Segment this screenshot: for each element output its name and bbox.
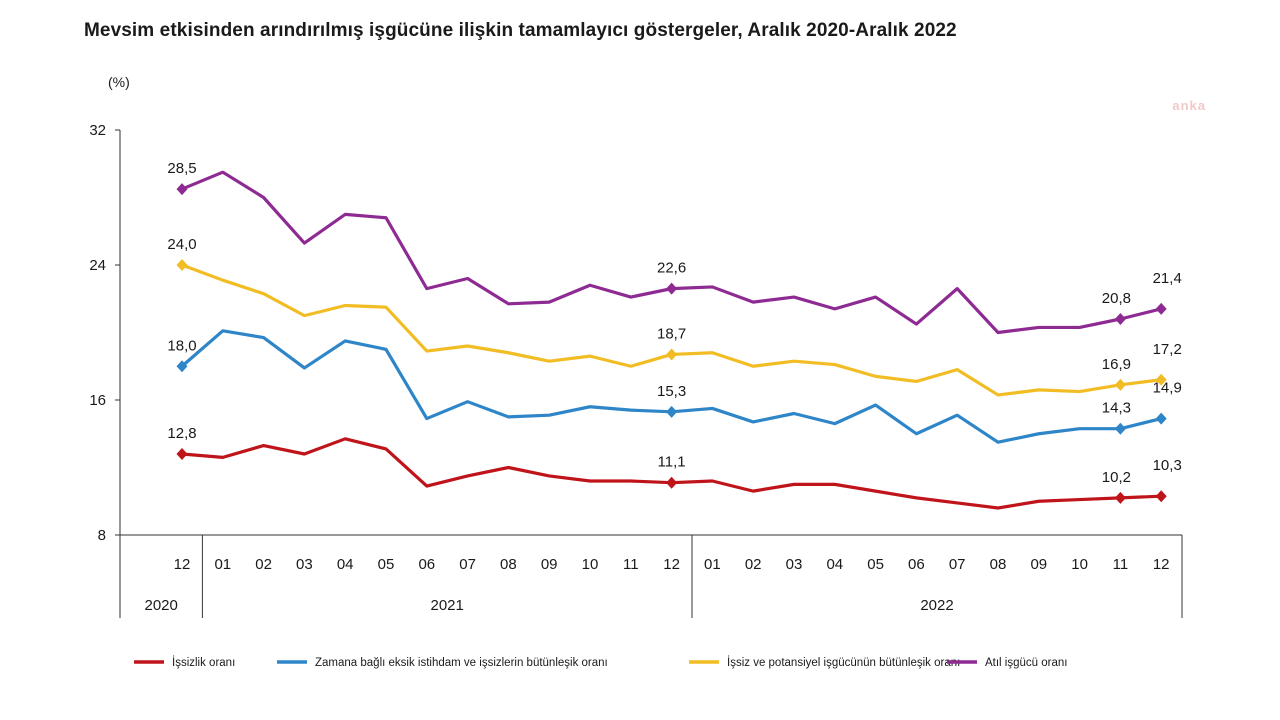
data-label: 11,1 — [658, 454, 686, 471]
x-tick-label: 08 — [990, 556, 1007, 573]
data-label: 20,8 — [1102, 290, 1131, 307]
x-tick-label: 07 — [459, 556, 476, 573]
watermark: anka — [1172, 98, 1206, 113]
data-label: 28,5 — [167, 160, 196, 177]
data-label: 18,0 — [167, 337, 196, 354]
data-label: 12,8 — [167, 425, 196, 442]
data-marker — [1114, 378, 1126, 391]
y-tick-label: 8 — [98, 527, 106, 544]
legend-label: Atıl işgücü oranı — [985, 657, 1067, 669]
data-marker — [1114, 422, 1126, 435]
year-label: 2021 — [431, 597, 464, 614]
data-marker — [1155, 302, 1167, 315]
y-tick-label: 16 — [89, 392, 106, 409]
data-marker — [176, 448, 188, 460]
y-tick-label: 24 — [89, 257, 106, 274]
x-tick-label: 06 — [908, 556, 925, 573]
series-line — [180, 437, 1163, 510]
x-tick-label: 10 — [582, 556, 599, 573]
x-tick-label: 09 — [1030, 556, 1047, 573]
chart-title: Mevsim etkisinden arındırılmış işgücüne … — [84, 20, 957, 41]
legend-label: İşsizlik oranı — [172, 656, 235, 669]
data-marker — [1114, 491, 1126, 504]
x-tick-label: 07 — [949, 556, 966, 573]
data-marker — [1155, 412, 1167, 425]
x-tick-label: 05 — [378, 556, 395, 573]
x-tick-label: 02 — [745, 556, 762, 573]
x-tick-label: 02 — [255, 556, 272, 573]
data-marker — [666, 405, 678, 418]
data-marker — [176, 259, 188, 271]
data-label: 15,3 — [657, 383, 686, 400]
data-label: 22,6 — [657, 260, 686, 277]
data-label: 17,2 — [1153, 341, 1182, 358]
data-marker — [176, 360, 188, 373]
data-label: 16,9 — [1102, 356, 1131, 373]
x-tick-label: 08 — [500, 556, 517, 573]
x-tick-label: 01 — [704, 556, 721, 573]
y-tick-label: 32 — [89, 122, 106, 139]
x-tick-label: 11 — [1113, 556, 1129, 573]
x-tick-label: 12 — [174, 556, 191, 573]
y-unit-label: (%) — [108, 74, 130, 90]
x-tick-label: 03 — [786, 556, 803, 573]
x-tick-label: 03 — [296, 556, 313, 573]
data-label: 24,0 — [167, 236, 196, 253]
legend-label: İşsiz ve potansiyel işgücünün bütünleşik… — [727, 656, 960, 669]
x-tick-label: 05 — [867, 556, 884, 573]
year-label: 2020 — [145, 597, 178, 614]
data-marker — [666, 476, 678, 489]
legend-label: Zamana bağlı eksik istihdam ve işsizleri… — [315, 657, 608, 669]
year-label: 2022 — [920, 597, 953, 614]
x-tick-label: 12 — [1153, 556, 1170, 573]
data-label: 14,9 — [1153, 380, 1182, 397]
data-label: 10,3 — [1153, 457, 1182, 474]
data-marker — [1155, 490, 1167, 503]
data-label: 10,2 — [1102, 469, 1131, 486]
x-tick-label: 12 — [663, 556, 680, 573]
data-marker — [176, 183, 188, 196]
data-label: 18,7 — [657, 325, 686, 342]
data-marker — [1114, 313, 1126, 325]
x-tick-label: 11 — [623, 556, 639, 573]
data-marker — [666, 282, 678, 295]
x-tick-label: 09 — [541, 556, 558, 573]
x-tick-label: 01 — [214, 556, 231, 573]
x-tick-label: 04 — [826, 556, 843, 573]
data-label: 14,3 — [1102, 400, 1131, 417]
data-marker — [1155, 373, 1167, 386]
data-marker — [666, 348, 678, 361]
data-label: 21,4 — [1153, 270, 1182, 287]
x-tick-label: 04 — [337, 556, 354, 573]
x-tick-label: 10 — [1071, 556, 1088, 573]
x-tick-label: 06 — [418, 556, 435, 573]
